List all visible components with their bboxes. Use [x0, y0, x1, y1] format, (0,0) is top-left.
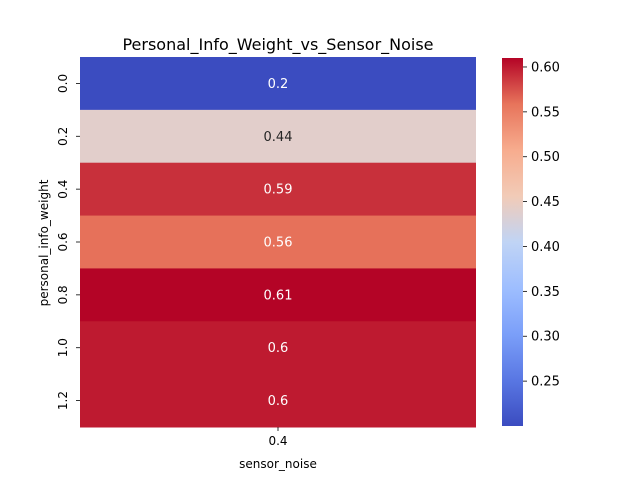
- heatmap-cells: [80, 57, 476, 428]
- heatmap-cell: [80, 57, 476, 111]
- y-axis-ticks: 0.0 0.2 0.4 0.6 0.8 1.0 1.2: [56, 74, 80, 410]
- heatmap-cell-label: 0.6: [268, 394, 289, 409]
- heatmap-cell: [80, 268, 476, 322]
- colorbar-tick-label: 0.60: [531, 60, 560, 75]
- colorbar-tick-label: 0.45: [531, 195, 560, 210]
- y-tick-label: 0.0: [56, 74, 70, 93]
- y-tick-label: 1.0: [56, 338, 70, 357]
- y-tick-label: 0.4: [56, 180, 70, 199]
- heatmap-cell-label: 0.61: [264, 288, 293, 303]
- heatmap-cell-label: 0.2: [268, 77, 289, 92]
- heatmap-cell: [80, 109, 476, 164]
- colorbar-tick-label: 0.25: [531, 375, 560, 390]
- colorbar-ticks: 0.25 0.30 0.35 0.40 0.45 0.50 0.55 0.60: [523, 60, 560, 390]
- heatmap-cell-label: 0.6: [268, 341, 289, 356]
- heatmap-cell: [80, 215, 476, 269]
- y-tick-label: 0.8: [56, 285, 70, 304]
- colorbar-tick-label: 0.40: [531, 240, 560, 255]
- x-axis-ticks: 0.4: [268, 427, 288, 448]
- x-tick-label: 0.4: [268, 434, 287, 448]
- colorbar-tick-label: 0.55: [531, 105, 560, 120]
- colorbar-tick-label: 0.50: [531, 150, 560, 165]
- heatmap-cell-label: 0.56: [264, 236, 293, 251]
- heatmap-cell-label: 0.44: [264, 130, 293, 145]
- heatmap-cell-label: 0.59: [264, 183, 293, 198]
- colorbar: [502, 58, 523, 426]
- chart-title: Personal_Info_Weight_vs_Sensor_Noise: [122, 35, 433, 55]
- y-axis-label: personal_info_weight: [37, 179, 51, 306]
- x-axis-label: sensor_noise: [239, 457, 317, 471]
- y-tick-label: 0.6: [56, 232, 70, 251]
- heatmap-cell-labels: 0.2 0.44 0.59 0.56 0.61 0.6 0.6: [264, 77, 293, 409]
- heatmap-cell: [80, 162, 476, 217]
- y-tick-label: 1.2: [56, 391, 70, 410]
- heatmap-cell: [80, 321, 476, 375]
- colorbar-tick-label: 0.35: [531, 285, 560, 300]
- heatmap-cell: [80, 374, 476, 428]
- y-tick-label: 0.2: [56, 127, 70, 146]
- colorbar-tick-label: 0.30: [531, 330, 560, 345]
